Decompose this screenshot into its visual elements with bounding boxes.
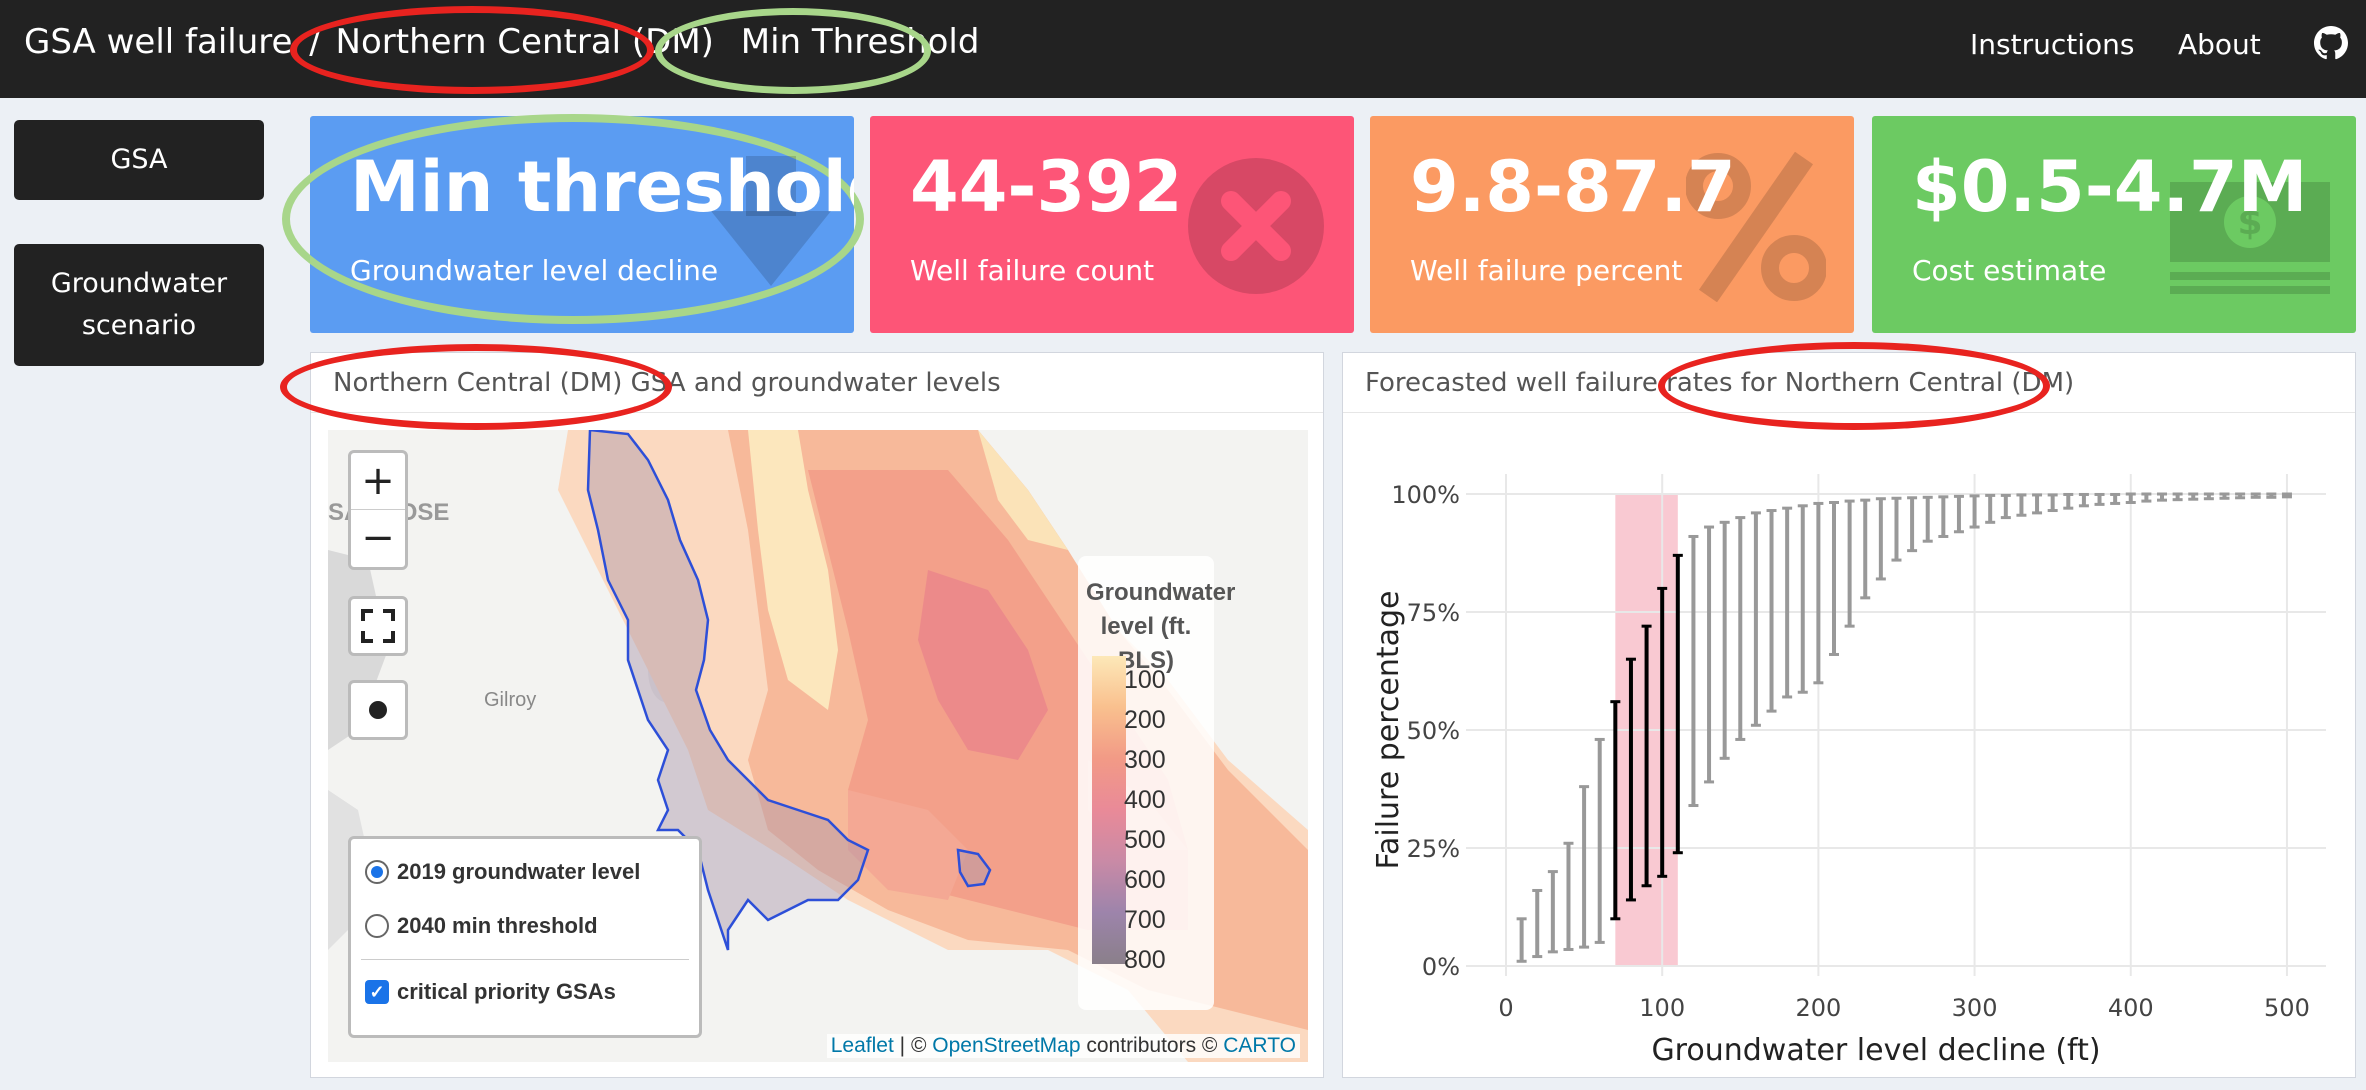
layer-radio-2019-label: 2019 groundwater level <box>397 859 641 884</box>
title-separator: / <box>309 22 321 62</box>
checkbox-checked[interactable]: ✓ <box>365 980 389 1004</box>
layer-radio-2019[interactable]: 2019 groundwater level <box>365 859 640 885</box>
legend-label: 800 <box>1124 946 1166 974</box>
scenario-subtitle: Groundwater level decline <box>350 254 719 287</box>
legend-label: 600 <box>1124 866 1166 894</box>
radio-button-checked[interactable] <box>365 860 389 884</box>
y-axis-label: Failure percentage <box>1371 590 1406 869</box>
leaflet-link[interactable]: Leaflet <box>830 1034 894 1057</box>
sidebar-item-groundwater-scenario[interactable]: Groundwater scenario <box>14 244 264 366</box>
well-failure-count-value: 44-392 <box>910 146 1183 228</box>
nav-about[interactable]: About <box>2178 28 2261 61</box>
well-failure-chart: 0% 25% 50% 75% 100% 0 100 200 300 400 500 Groundwat… <box>1371 474 2326 1068</box>
app-title: GSA well failure / Northern Central (DM)… <box>24 22 979 62</box>
x-tick-label: 300 <box>1952 994 1998 1022</box>
x-tick-label: 0 <box>1498 994 1513 1022</box>
well-failure-count-subtitle: Well failure count <box>910 254 1155 287</box>
legend-title: Groundwater level (ft. BLS) <box>1086 579 1236 674</box>
money-bill-icon: $ <box>2170 182 2330 294</box>
map-panel-title: Northern Central (DM) GSA and groundwate… <box>311 353 1323 413</box>
valuebox-scenario: Min threshold Groundwater level decline <box>310 116 854 333</box>
layer-checkbox-critical[interactable]: ✓ critical priority GSAs <box>365 979 616 1005</box>
cost-estimate-subtitle: Cost estimate <box>1912 254 2107 287</box>
cost-estimate-value: $0.5-4.7M <box>1912 146 2308 228</box>
sidebar-item-gsa[interactable]: GSA <box>14 120 264 200</box>
x-tick-label: 100 <box>1639 994 1685 1022</box>
map-attribution: Leaflet | © OpenStreetMap contributors ©… <box>826 1034 1300 1058</box>
navbar: GSA well failure / Northern Central (DM)… <box>0 0 2366 98</box>
attribution-sep: | © <box>899 1034 927 1057</box>
map-legend: Groundwater level (ft. BLS) 100 200 300 … <box>1078 556 1236 1010</box>
chart-panel-title: Forecasted well failure rates for Northe… <box>1343 353 2355 413</box>
scenario-value: Min threshold <box>350 146 854 228</box>
carto-link[interactable]: CARTO <box>1223 1034 1296 1057</box>
fullscreen-icon <box>361 609 395 643</box>
y-tick-label: 75% <box>1407 599 1460 627</box>
y-tick-label: 0% <box>1422 953 1460 981</box>
legend-label: 100 <box>1124 666 1166 694</box>
layer-control: 2019 groundwater level 2040 min threshol… <box>348 836 702 1038</box>
groundwater-map[interactable]: SAN JOSE Gilroy + − Groundwater level (f… <box>328 430 1308 1062</box>
y-tick-label: 25% <box>1407 835 1460 863</box>
svg-text:$: $ <box>2237 202 2262 243</box>
x-tick-label: 200 <box>1795 994 1841 1022</box>
nav-instructions[interactable]: Instructions <box>1970 28 2135 61</box>
zoom-out-button[interactable]: − <box>361 515 395 561</box>
zoom-in-button[interactable]: + <box>351 453 405 510</box>
attribution-contrib: contributors © <box>1086 1034 1218 1057</box>
legend-label: 400 <box>1124 786 1166 814</box>
layer-checkbox-label: critical priority GSAs <box>397 979 616 1004</box>
y-tick-label: 100% <box>1391 481 1460 509</box>
well-failure-percent-subtitle: Well failure percent <box>1410 254 1683 287</box>
title-prefix: GSA well failure <box>24 22 293 62</box>
place-label-gilroy: Gilroy <box>484 689 536 711</box>
gsa-boundary <box>586 430 870 951</box>
chart-panel: Forecasted well failure rates for Northe… <box>1342 352 2356 1078</box>
valuebox-well-failure-percent: 9.8-87.7 Well failure percent <box>1370 116 1854 333</box>
well-failure-percent-value: 9.8-87.7 <box>1410 146 1736 228</box>
gsa-boundary-small <box>956 848 992 888</box>
x-axis-label: Groundwater level decline (ft) <box>1651 1033 2100 1068</box>
legend-label: 500 <box>1124 826 1166 854</box>
osm-link[interactable]: OpenStreetMap <box>932 1034 1081 1057</box>
y-tick-label: 50% <box>1407 717 1460 745</box>
valuebox-cost-estimate: $ $0.5-4.7M Cost estimate <box>1872 116 2356 333</box>
legend-label: 200 <box>1124 706 1166 734</box>
legend-label: 700 <box>1124 906 1166 934</box>
legend-label: 300 <box>1124 746 1166 774</box>
sidebar: GSA Groundwater scenario <box>0 98 284 1090</box>
title-scenario: Min Threshold <box>740 22 980 62</box>
github-icon[interactable] <box>2314 26 2348 60</box>
x-tick-label: 500 <box>2264 994 2310 1022</box>
close-circle-icon <box>1188 158 1324 294</box>
fullscreen-button[interactable] <box>348 596 408 656</box>
zoom-control: + − <box>348 450 408 570</box>
legend-color-ramp <box>1092 656 1126 964</box>
globe-icon <box>369 701 387 719</box>
radio-button[interactable] <box>365 914 389 938</box>
basemap-button[interactable] <box>348 680 408 740</box>
x-tick-label: 400 <box>2108 994 2154 1022</box>
arrow-down-icon <box>711 156 831 286</box>
title-region: Northern Central (DM) <box>335 22 714 62</box>
layer-radio-2040-label: 2040 min threshold <box>397 913 598 938</box>
layer-radio-2040[interactable]: 2040 min threshold <box>365 913 598 939</box>
valuebox-well-failure-count: 44-392 Well failure count <box>870 116 1354 333</box>
layer-divider <box>361 959 689 960</box>
percent-icon <box>1686 152 1826 302</box>
